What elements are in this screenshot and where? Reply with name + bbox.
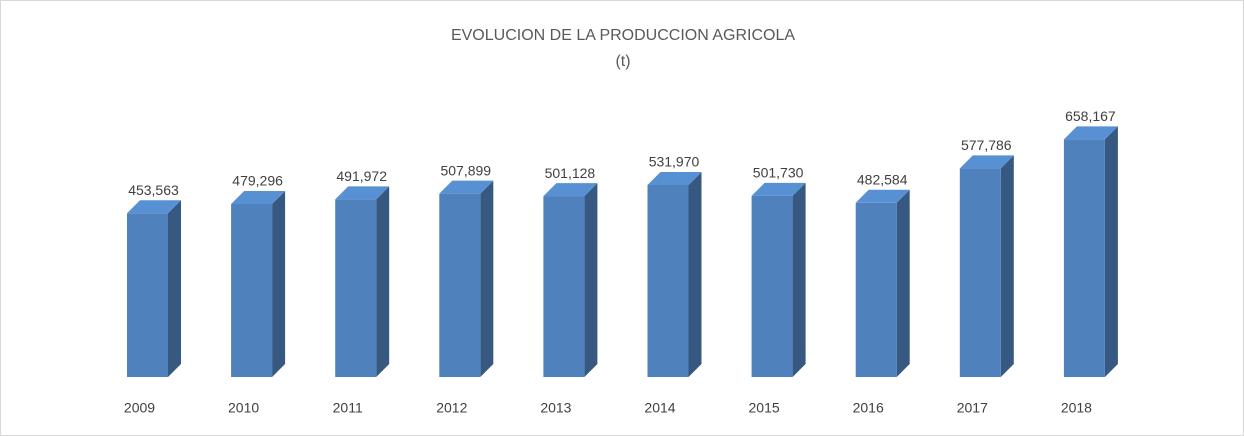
bar-side [480, 180, 494, 377]
bar-front [959, 168, 1001, 377]
x-tick-label: 2016 [853, 400, 884, 416]
data-label: 479,296 [232, 173, 283, 189]
bar-side [792, 182, 806, 377]
bar [751, 182, 806, 377]
bar-side [168, 200, 181, 377]
chart-title: EVOLUCION DE LA PRODUCCION AGRICOLA [451, 27, 795, 44]
x-tick-label: 2018 [1061, 400, 1092, 416]
bar-front [751, 195, 793, 377]
bar-side [896, 189, 910, 377]
x-tick-label: 2014 [644, 400, 675, 416]
bar-side [1104, 126, 1118, 378]
data-label: 501,730 [753, 165, 804, 181]
bar-front [127, 213, 168, 377]
data-label: 658,167 [1065, 108, 1116, 124]
bar-top [751, 182, 806, 196]
x-tick-label: 2009 [124, 400, 155, 416]
bar-top [439, 180, 494, 194]
bar-side [272, 190, 286, 377]
bar [231, 190, 286, 377]
x-tick-label: 2017 [957, 400, 988, 416]
bar-front [1063, 139, 1105, 377]
bar-top [1063, 126, 1118, 140]
data-label: 577,786 [961, 137, 1012, 153]
bar [1063, 126, 1118, 378]
x-tick-label: 2015 [749, 400, 780, 416]
bar-top [231, 190, 286, 204]
bar-top [127, 200, 181, 214]
bar [647, 171, 702, 377]
data-label: 501,128 [545, 165, 596, 181]
x-tick-label: 2010 [228, 400, 259, 416]
bar [335, 186, 390, 377]
bar [439, 180, 494, 377]
data-label: 482,584 [857, 171, 908, 187]
bar [543, 183, 598, 377]
bar-side [376, 186, 390, 377]
bar-front [335, 199, 377, 377]
bar-top [335, 186, 390, 200]
bar [959, 155, 1014, 377]
chart-subtitle: (t) [615, 53, 630, 70]
bar-side [688, 171, 702, 377]
bar-front [647, 184, 689, 377]
data-label: 507,899 [440, 162, 491, 178]
bar-top [543, 183, 598, 197]
bar [855, 189, 910, 377]
bar-front [543, 196, 585, 377]
bar-front [439, 193, 481, 377]
x-tick-label: 2013 [540, 400, 571, 416]
x-tick-label: 2012 [436, 400, 467, 416]
bar-front [231, 203, 273, 377]
bar-top [647, 171, 702, 185]
bar-side [1000, 155, 1014, 377]
bar-side [584, 183, 598, 377]
data-label: 453,563 [128, 182, 179, 198]
bar [127, 200, 181, 377]
x-tick-label: 2011 [333, 400, 363, 416]
bar-front [855, 202, 897, 377]
data-label: 491,972 [336, 168, 387, 184]
data-label: 531,970 [649, 154, 700, 170]
bar-top [855, 189, 910, 203]
bar-top [959, 155, 1014, 169]
